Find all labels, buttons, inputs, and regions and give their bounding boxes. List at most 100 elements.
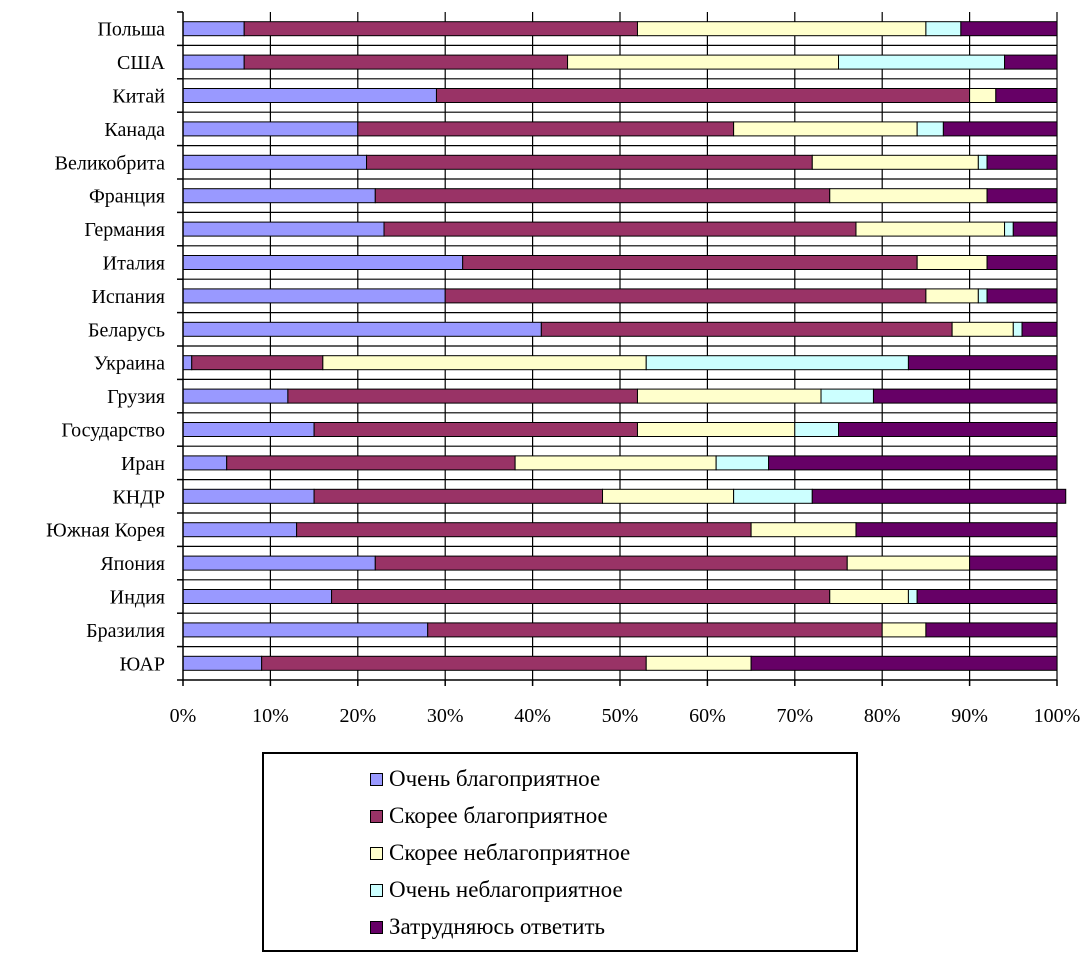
bar-segment	[986, 255, 1058, 270]
bar-segment	[243, 21, 638, 37]
category-label: Канада	[104, 119, 165, 141]
bar-segment	[636, 422, 796, 437]
bar-segment	[1012, 221, 1058, 237]
category-label: Грузия	[107, 386, 165, 408]
bar-segment	[191, 355, 324, 371]
bar-segment	[602, 488, 735, 504]
bar-segment	[820, 388, 874, 404]
bar-segment	[427, 622, 883, 638]
bar-segment	[942, 121, 1058, 137]
bar-segment	[366, 154, 813, 170]
x-tick-label: 40%	[514, 705, 551, 727]
bar-segment	[383, 221, 857, 237]
bar-segment	[829, 188, 988, 204]
bar-segment	[261, 655, 647, 671]
legend-swatch	[370, 772, 383, 786]
bar-segment	[182, 455, 228, 471]
legend-label: Очень неблагоприятное	[389, 877, 623, 902]
category-label: Испания	[91, 286, 165, 308]
x-tick-label: 0%	[170, 705, 197, 727]
bar-segment	[182, 388, 289, 404]
legend-label: Скорее благоприятное	[389, 803, 608, 828]
category-label: Южная Корея	[46, 520, 165, 542]
legend-item: Скорее благоприятное	[370, 801, 608, 831]
legend-swatch	[370, 846, 383, 860]
bar-segment	[811, 488, 1067, 504]
bar-segment	[768, 455, 1058, 471]
axes	[177, 11, 1058, 686]
category-label: Польша	[97, 19, 165, 41]
bar-segment	[182, 188, 376, 204]
bar-segment	[435, 88, 971, 103]
bar-segment	[182, 488, 315, 504]
category-label: КНДР	[112, 486, 165, 508]
bar-segment	[733, 488, 813, 504]
bar-segment	[969, 555, 1058, 571]
bar-segment	[636, 388, 822, 404]
bar-segment	[986, 154, 1058, 170]
x-tick-label: 60%	[689, 705, 726, 727]
bar-segment	[182, 622, 429, 638]
legend-item: Скорее неблагоприятное	[370, 838, 630, 868]
bar-segment	[916, 121, 944, 137]
bar-segment	[855, 522, 1058, 538]
category-label: Франция	[89, 186, 165, 208]
x-tick-label: 90%	[951, 705, 988, 727]
bar-segment	[715, 455, 770, 471]
bar-segment	[925, 622, 1058, 638]
bar-segment	[182, 255, 464, 270]
legend-label: Скорее неблагоприятное	[389, 840, 631, 865]
bar-segment	[1004, 221, 1014, 237]
category-label: Иран	[121, 453, 165, 475]
bar-segment	[182, 321, 542, 337]
category-label: Великобрита	[55, 152, 165, 174]
gridlines	[183, 12, 1058, 680]
bar-segment	[1021, 321, 1058, 337]
bar-segment	[925, 288, 979, 304]
bar-segment	[567, 54, 839, 70]
category-label: Бразилия	[86, 620, 165, 642]
bar-segment	[313, 488, 604, 504]
bar-segment	[357, 121, 735, 137]
bar-segment	[1012, 321, 1023, 337]
bar-segment	[226, 455, 516, 471]
tick-labels: 0% 10% 20% 30% 40% 50% 60% 70% 80% 90% 100%	[170, 705, 1081, 727]
x-tick-label: 70%	[776, 705, 813, 727]
legend-swatch	[370, 883, 383, 897]
bar-segment	[907, 355, 1058, 371]
category-label: Япония	[100, 553, 165, 575]
legend-item: Очень неблагоприятное	[370, 875, 623, 905]
bar-segment	[907, 589, 918, 604]
bar-segment	[331, 589, 831, 604]
bar-segment	[733, 121, 918, 137]
bar-segment	[750, 522, 857, 538]
bar-segment	[514, 455, 717, 471]
bar-segment	[951, 321, 1014, 337]
x-tick-label: 10%	[252, 705, 289, 727]
bar-segment	[750, 655, 1058, 671]
bar-segment	[636, 21, 927, 37]
bar-segment	[182, 555, 376, 571]
category-label: Государство	[61, 420, 165, 442]
bar-segment	[916, 255, 988, 270]
bars	[182, 21, 1067, 671]
bar-segment	[846, 555, 971, 571]
bar-segment	[182, 154, 368, 170]
bar-segment	[829, 589, 909, 604]
category-label: Индия	[110, 587, 165, 609]
bar-segment	[313, 422, 638, 437]
bar-segment	[182, 589, 333, 604]
legend-label: Очень благоприятное	[389, 766, 601, 791]
bar-segment	[986, 288, 1058, 304]
category-labels: Польша США Китай Канада Великобрита Франция Ге…	[46, 19, 165, 676]
bar-segment	[296, 522, 752, 538]
bar-segment	[969, 88, 997, 103]
bar-segment	[645, 655, 752, 671]
bar-segment	[287, 388, 638, 404]
chart: Польша США Китай Канада Великобрита Франция Ге…	[46, 11, 1081, 727]
bar-segment	[322, 355, 647, 371]
bar-segment	[838, 54, 1006, 70]
bar-segment	[462, 255, 918, 270]
bar-segment	[872, 388, 1058, 404]
bar-segment	[444, 288, 927, 304]
